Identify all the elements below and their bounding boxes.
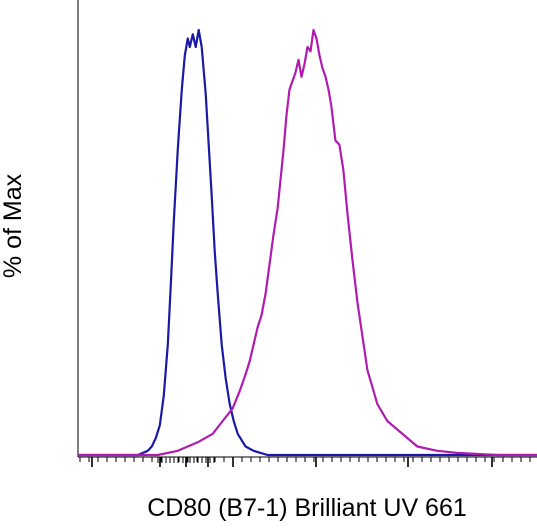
series-layer: [78, 28, 537, 457]
histogram-series-1: [78, 28, 537, 457]
plot-area: [77, 0, 537, 467]
histogram-series-2: [78, 28, 537, 457]
x-axis-label: CD80 (B7-1) Brilliant UV 661: [147, 494, 467, 522]
y-axis-label: % of Max: [0, 173, 27, 278]
x-axis-ticks: [79, 457, 531, 467]
